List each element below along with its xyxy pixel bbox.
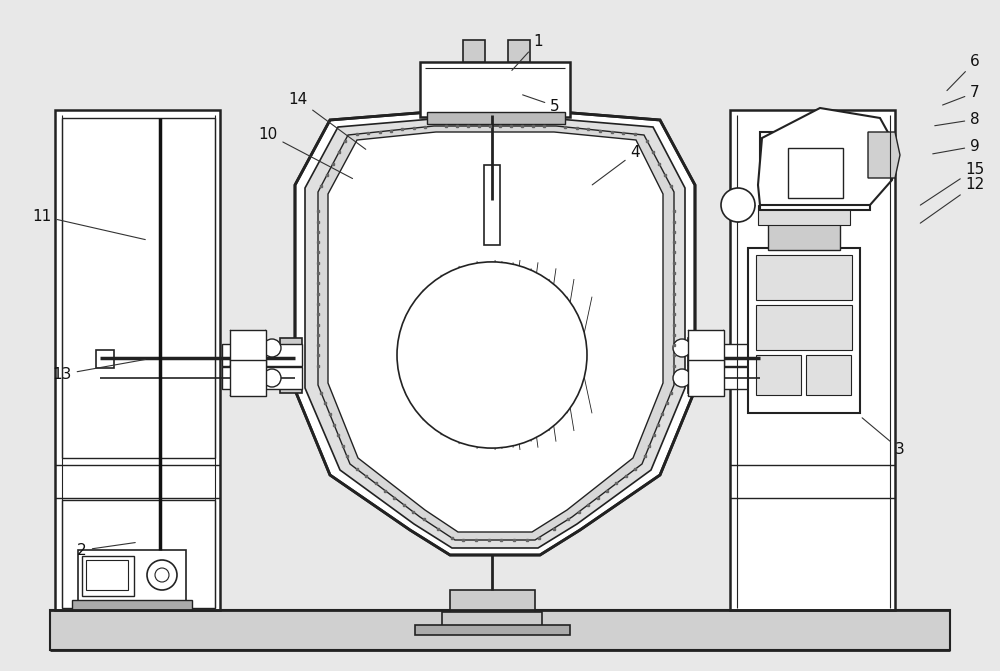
Polygon shape [295,112,695,555]
Bar [427,112,565,124]
Circle shape [721,188,755,222]
Text: 13: 13 [52,360,145,382]
Bar [230,330,266,366]
Text: 4: 4 [592,146,640,185]
Bar [62,118,215,458]
Bar [230,360,266,396]
Bar [484,165,500,245]
Bar [463,40,485,62]
Bar [72,600,192,610]
Bar [442,612,542,630]
Bar [96,350,114,368]
Circle shape [155,568,169,582]
Circle shape [673,369,691,387]
Bar [415,625,570,635]
Bar [760,132,870,210]
Bar [62,500,215,608]
Bar [688,330,724,366]
Text: 7: 7 [943,85,980,105]
Bar [688,344,768,366]
Circle shape [673,339,691,357]
Bar [730,110,895,610]
Text: 10: 10 [258,127,353,178]
Bar [222,344,302,366]
Polygon shape [318,126,674,540]
Bar [86,560,128,590]
Bar [756,255,852,300]
Text: 12: 12 [920,177,985,223]
Bar [756,305,852,350]
Bar [420,62,570,117]
Bar [222,367,302,389]
Bar [806,355,851,395]
Circle shape [263,369,281,387]
Bar [758,205,850,225]
Text: 6: 6 [947,54,980,91]
Bar [688,367,768,389]
Bar [82,556,134,596]
Bar [768,220,840,250]
Polygon shape [758,108,895,205]
Text: 2: 2 [77,543,135,558]
Circle shape [263,339,281,357]
Bar [78,550,186,602]
Text: 11: 11 [32,209,145,240]
Text: 1: 1 [512,34,543,70]
Bar [688,338,710,393]
Polygon shape [305,119,685,548]
Text: 15: 15 [920,162,985,205]
Circle shape [147,560,177,590]
Text: 9: 9 [933,139,980,154]
Bar [756,355,801,395]
Bar [55,110,220,610]
Bar [748,248,860,413]
Bar [508,40,530,62]
Ellipse shape [397,262,587,448]
Text: 5: 5 [523,95,560,113]
Text: 8: 8 [935,112,980,127]
Text: 14: 14 [288,92,366,150]
Text: 3: 3 [862,418,905,457]
Bar [280,338,302,393]
Polygon shape [328,132,663,532]
Bar [688,360,724,396]
Bar [788,148,843,198]
Bar [50,610,950,650]
Bar [450,590,535,615]
Polygon shape [868,132,900,178]
